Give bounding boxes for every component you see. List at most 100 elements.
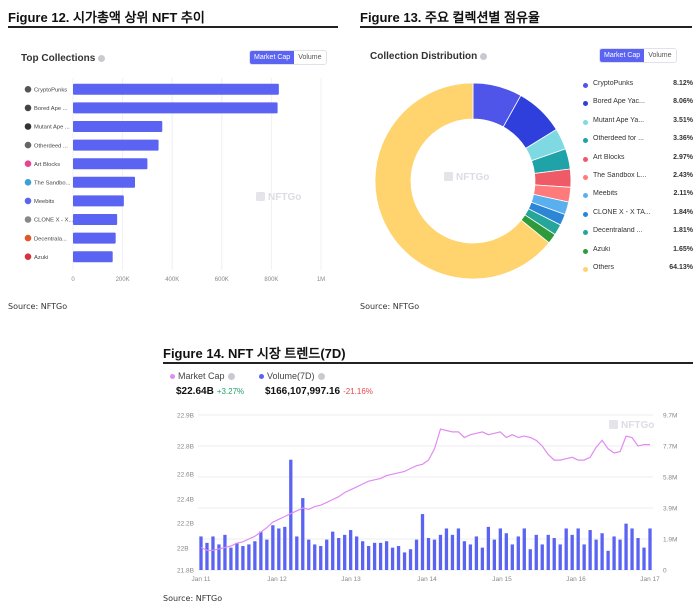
top-collections-chart: 0 200K 400K 600K 800K 1M NFTGo CryptoPunks Bored… <box>24 78 325 283</box>
distribution-legend: CryptoPunks 8.12% Bored Ape Yac... 8.06% Mut… <box>583 80 693 290</box>
volume-bar <box>468 544 473 570</box>
volume-bar <box>319 546 323 570</box>
volume-change: -21.16% <box>343 387 373 396</box>
volume-bar <box>229 547 233 570</box>
volume-bar <box>313 544 317 570</box>
x-tick-label: 0 <box>71 277 75 283</box>
bar <box>73 83 279 95</box>
legend-label: Otherdeed for ... <box>593 135 644 143</box>
legend-swatch <box>583 230 588 236</box>
legend-label: Art Blocks <box>593 153 625 161</box>
top-collections-toggle: Market Cap Volume <box>249 50 327 65</box>
volume-bar <box>355 536 359 570</box>
info-icon[interactable] <box>480 52 488 60</box>
bar <box>73 176 135 188</box>
legend-item[interactable]: CryptoPunks 8.12% <box>583 80 693 92</box>
info-icon[interactable] <box>98 54 106 62</box>
volume-bar <box>606 550 610 570</box>
volume-bar <box>648 528 652 570</box>
legend-value: 1.65% <box>673 245 693 253</box>
category-label: CLONE X - X... <box>34 218 74 224</box>
figure-14-source: Source: NFTGo <box>163 594 223 603</box>
figure-12-rule <box>8 26 338 28</box>
figure-13-source: Source: NFTGo <box>360 302 420 311</box>
volume-bar <box>277 528 281 570</box>
volume-value: $166,107,997.16 -21.16% <box>265 386 373 397</box>
info-icon[interactable] <box>317 373 325 381</box>
legend-item[interactable]: CLONE X - X TA... 1.84% <box>583 209 693 221</box>
market-trend-card: Market Cap $22.64B +3.27% Volume(7D) $166… <box>163 368 693 590</box>
y-right-tick-label: 7.7M <box>663 444 677 451</box>
y-right-tick-label: 9.7M <box>663 413 677 420</box>
volume-bar <box>396 546 401 570</box>
watermark-logo-icon <box>444 172 453 181</box>
volume-bar <box>480 547 485 570</box>
x-tick-label: 400K <box>165 277 179 283</box>
figure-14-title: Figure 14. NFT 시장 트렌드(7D) <box>163 346 346 361</box>
volume-bar <box>372 542 377 570</box>
collection-icon <box>24 197 32 205</box>
volume-bar <box>420 514 425 570</box>
info-icon[interactable] <box>227 373 235 381</box>
nftgo-watermark: NFTGo <box>444 172 489 183</box>
legend-label: Decentraland ... <box>593 227 643 235</box>
bar <box>73 214 118 225</box>
donut-slice <box>374 82 550 280</box>
legend-item[interactable]: Otherdeed for ... 3.36% <box>583 135 693 147</box>
legend-item[interactable]: Meebits 2.11% <box>583 190 693 202</box>
distribution-title-text: Collection Distribution <box>370 51 478 62</box>
category-label: Otherdeed ... <box>34 143 68 149</box>
market-cap-tab[interactable]: Market Cap <box>250 51 295 64</box>
watermark-logo-icon <box>609 420 618 429</box>
volume-bar <box>612 536 616 570</box>
market-cap-tab[interactable]: Market Cap <box>600 49 645 62</box>
x-tick-label: Jan 16 <box>566 576 586 583</box>
category-label: Decentrala... <box>34 236 67 242</box>
legend-item[interactable]: Azuki 1.65% <box>583 246 693 258</box>
legend-item[interactable]: Decentraland ... 1.81% <box>583 227 693 239</box>
legend-item[interactable]: Mutant Ape Ya... 3.51% <box>583 117 693 129</box>
volume-bar <box>378 542 383 570</box>
legend-swatch <box>583 156 588 162</box>
volume-bar <box>630 528 634 570</box>
top-collections-card: Top Collections Market Cap Volume 0 200K 4… <box>8 36 338 291</box>
volume-bar <box>366 546 371 570</box>
volume-bar <box>408 549 413 570</box>
legend-item[interactable]: Art Blocks 2.97% <box>583 154 693 166</box>
collection-icon <box>24 160 32 167</box>
volume-bar <box>205 542 209 570</box>
volume-bar <box>432 539 437 570</box>
legend-item[interactable]: Bored Ape Yac... 8.06% <box>583 98 693 110</box>
volume-bar <box>582 544 586 570</box>
x-tick-label: Jan 13 <box>341 576 361 583</box>
distribution-toggle: Market Cap Volume <box>599 48 677 63</box>
x-tick-label: Jan 11 <box>191 576 210 583</box>
volume-bar <box>492 539 496 570</box>
market-cap-legend-dot <box>170 374 175 379</box>
volume-tab[interactable]: Volume <box>294 51 326 64</box>
volume-bar <box>360 541 365 570</box>
legend-label: Mutant Ape Ya... <box>593 116 645 124</box>
volume-bar <box>636 538 640 570</box>
figure-14-rule <box>163 362 693 364</box>
volume-bar <box>271 525 275 570</box>
distribution-card: Collection Distribution Market Cap Volum… <box>360 36 693 291</box>
y-left-tick-label: 22.9B <box>177 413 194 420</box>
volume-bar <box>552 538 556 570</box>
legend-value: 2.11% <box>673 190 693 198</box>
y-left-tick-label: 22.4B <box>177 497 194 504</box>
volume-bar <box>384 541 389 570</box>
legend-swatch <box>583 193 588 199</box>
volume-bar <box>570 534 574 570</box>
volume-bar <box>462 541 467 570</box>
volume-bar <box>241 546 245 570</box>
market-cap-label: Market Cap <box>178 371 235 381</box>
bar <box>73 102 278 114</box>
collection-icon <box>24 216 32 223</box>
legend-label: Bored Ape Yac... <box>593 98 645 106</box>
volume-tab[interactable]: Volume <box>644 49 676 62</box>
legend-item[interactable]: The Sandbox L... 2.43% <box>583 172 693 184</box>
bar <box>73 121 163 132</box>
legend-value: 3.51% <box>673 116 693 124</box>
legend-item[interactable]: Others 64.13% <box>583 264 693 276</box>
